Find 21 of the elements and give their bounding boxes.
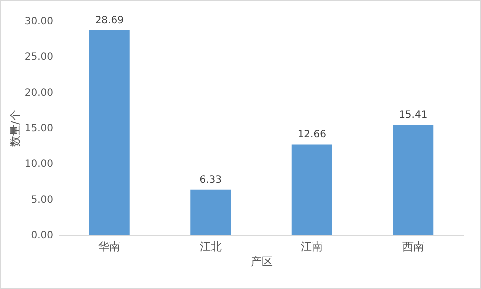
y-tick-label: 25.00 (24, 52, 54, 64)
y-tick-label: 5.00 (31, 194, 54, 206)
y-tick-label: 30.00 (24, 16, 54, 28)
bar (89, 30, 130, 235)
data-label: 12.66 (298, 130, 326, 141)
bar (190, 190, 232, 235)
x-axis-title: 产区 (251, 256, 273, 268)
y-tick-label: 15.00 (24, 124, 54, 134)
data-label: 6.33 (200, 174, 222, 186)
bar (393, 125, 434, 235)
data-label: 28.69 (95, 15, 124, 26)
data-label: 15.41 (399, 110, 428, 122)
bar (292, 144, 332, 235)
x-tick-label: 华南 (98, 240, 121, 254)
x-tick-label: 西南 (402, 240, 424, 254)
x-tick-label: 江北 (200, 240, 222, 254)
y-axis-title: 数量/个 (8, 110, 22, 147)
y-tick-label: 10.00 (24, 159, 54, 170)
x-tick-label: 江南 (301, 240, 324, 254)
y-tick-label: 0.00 (31, 230, 54, 242)
y-tick-label: 20.00 (24, 88, 54, 99)
